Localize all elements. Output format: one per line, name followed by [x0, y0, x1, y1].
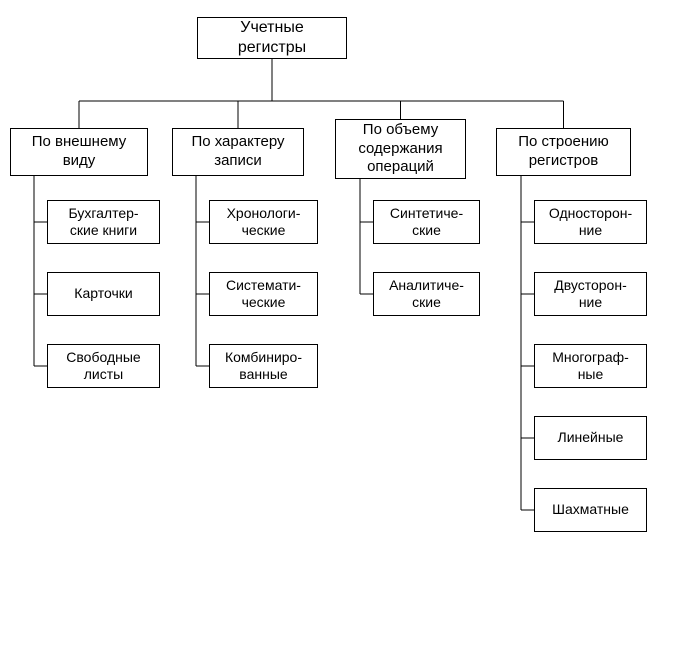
leaf-node-2-0: Синтетиче-ские	[373, 200, 480, 244]
root-node: Учетные регистры	[197, 17, 347, 59]
leaf-node-0-0: Бухгалтер-ские книги	[47, 200, 160, 244]
leaf-node-2-1: Аналитиче-ские	[373, 272, 480, 316]
leaf-node-0-1: Карточки	[47, 272, 160, 316]
leaf-node-1-1: Системати-ческие	[209, 272, 318, 316]
branch-header-2: По объему содержания операций	[335, 119, 466, 179]
leaf-node-3-3: Линейные	[534, 416, 647, 460]
branch-header-0: По внешнему виду	[10, 128, 148, 176]
leaf-node-0-2: Свободные листы	[47, 344, 160, 388]
branch-header-1: По характеру записи	[172, 128, 304, 176]
leaf-node-1-2: Комбиниро-ванные	[209, 344, 318, 388]
connector-layer	[0, 0, 674, 650]
leaf-node-1-0: Хронологи-ческие	[209, 200, 318, 244]
leaf-node-3-2: Многограф-ные	[534, 344, 647, 388]
leaf-node-3-4: Шахматные	[534, 488, 647, 532]
leaf-node-3-0: Односторон-ние	[534, 200, 647, 244]
branch-header-3: По строению регистров	[496, 128, 631, 176]
leaf-node-3-1: Двусторон-ние	[534, 272, 647, 316]
